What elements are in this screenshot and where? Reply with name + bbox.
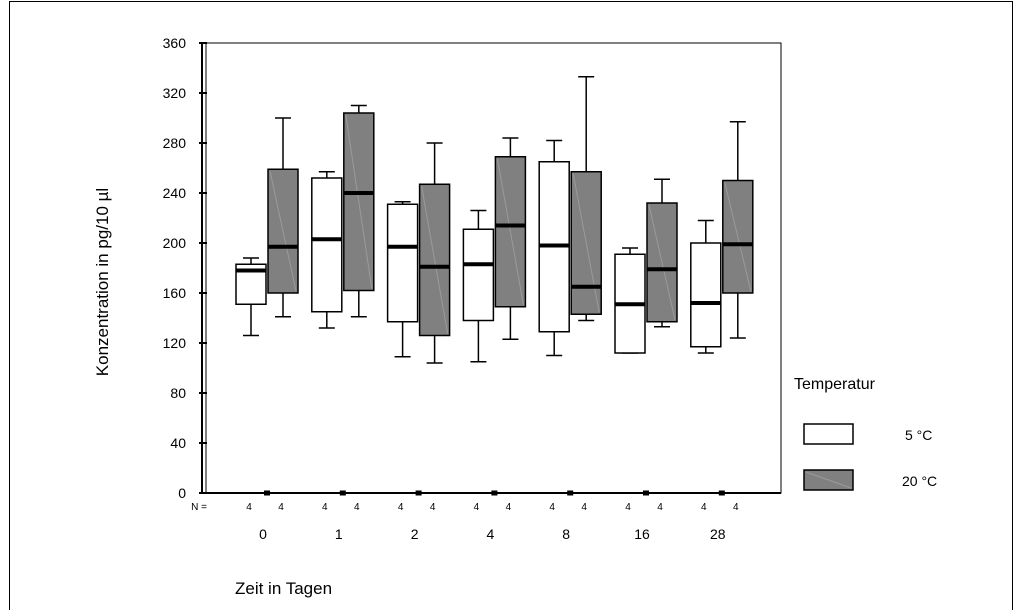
x-tick-label: 0: [259, 526, 267, 542]
n-label: N =: [191, 502, 207, 513]
y-tick-label: 40: [170, 435, 186, 451]
box-20c-0: [267, 117, 299, 318]
y-tick-label: 200: [163, 235, 187, 251]
box-sheen: [724, 182, 752, 292]
box-sheen: [269, 171, 297, 292]
legend-swatch-20c-sheen: [805, 471, 852, 489]
n-count: 4: [354, 502, 360, 513]
n-count: 4: [474, 502, 480, 513]
box-20c-1: [343, 104, 375, 318]
box-body: [311, 177, 343, 313]
legend-swatch-5c: [803, 423, 854, 445]
box-5c-16: [614, 247, 646, 354]
box-20c-16: [646, 178, 678, 328]
x-tick-label: 16: [634, 526, 650, 542]
y-axis-title: Konzentration in pg/10 µl: [93, 188, 112, 376]
n-count: 4: [398, 502, 404, 513]
legend-title: Temperatur: [794, 376, 876, 393]
y-tick-label: 80: [170, 385, 186, 401]
n-count: 4: [625, 502, 631, 513]
x-axis: 0 1 2 4 8 16 28: [202, 490, 781, 542]
n-count: 4: [657, 502, 663, 513]
box-5c-1: [311, 171, 343, 329]
box-sheen: [572, 173, 600, 313]
x-tick-label: 1: [335, 526, 343, 542]
box-plots: [235, 76, 754, 364]
x-tick-label: 2: [411, 526, 419, 542]
y-tick-label: 360: [163, 35, 187, 51]
n-counts: N = 4 4 4 4 4 4 4 4 4 4 4 4 4 4: [191, 502, 739, 513]
n-count: 4: [733, 502, 739, 513]
box-5c-2: [386, 201, 419, 358]
box-5c-0: [235, 257, 267, 337]
y-tick-label: 160: [163, 285, 187, 301]
n-count: 4: [701, 502, 707, 513]
x-axis-title: Zeit in Tagen: [235, 579, 332, 598]
n-count: 4: [246, 502, 252, 513]
box-sheen: [345, 114, 373, 289]
box-20c-28: [722, 121, 754, 339]
box-body: [386, 203, 419, 323]
legend-label-20c: 20 °C: [902, 473, 937, 489]
box-20c-8: [570, 76, 602, 322]
x-tick-label: 8: [562, 526, 570, 542]
legend: Temperatur 5 °C 20 °C: [794, 376, 937, 491]
box-sheen: [421, 186, 449, 334]
n-count: 4: [278, 502, 284, 513]
y-tick-label: 120: [163, 335, 187, 351]
x-tick-label: 28: [710, 526, 726, 542]
y-tick-label: 320: [163, 85, 187, 101]
box-sheen: [496, 158, 524, 305]
box-body: [690, 242, 722, 348]
legend-label-5c: 5 °C: [905, 427, 932, 443]
n-count: 4: [506, 502, 512, 513]
box-5c-4: [462, 209, 495, 363]
x-tick-label: 4: [487, 526, 495, 542]
n-count: 4: [322, 502, 328, 513]
box-body: [722, 179, 754, 294]
y-axis: 0 40 80 120 160 200 240 280 320 360: [163, 35, 207, 501]
y-tick-label: 240: [163, 185, 187, 201]
box-sheen: [648, 204, 676, 320]
box-5c-28: [690, 219, 722, 354]
n-count: 4: [549, 502, 555, 513]
box-body: [462, 228, 495, 322]
box-20c-4: [494, 137, 527, 340]
n-count: 4: [430, 502, 436, 513]
y-tick-label: 0: [178, 485, 186, 501]
box-20c-2: [418, 142, 451, 364]
n-count: 4: [581, 502, 587, 513]
box-5c-8: [538, 139, 570, 357]
y-tick-label: 280: [163, 135, 187, 151]
figure-border: [9, 1, 1013, 610]
